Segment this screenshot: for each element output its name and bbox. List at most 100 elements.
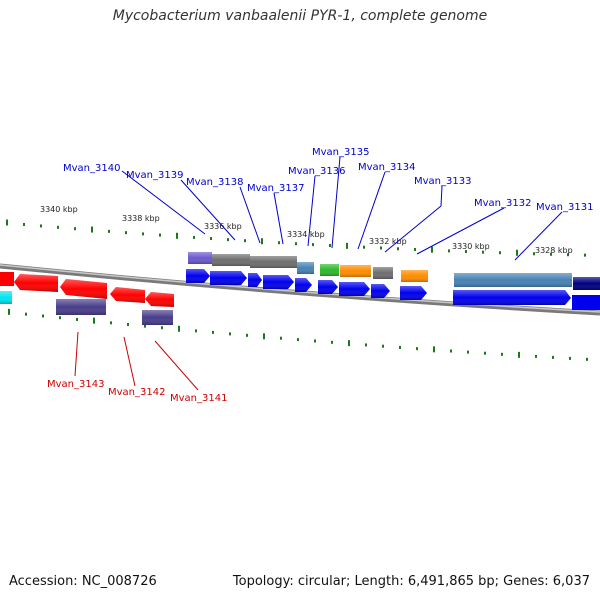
- minor-tick: [382, 344, 384, 348]
- minor-tick: [314, 339, 316, 343]
- minor-tick: [484, 351, 486, 355]
- gene-label-mvan-3132[interactable]: Mvan_3132: [474, 198, 531, 209]
- major-tick: [431, 246, 433, 253]
- minor-tick: [535, 354, 537, 358]
- minor-tick: [569, 356, 571, 360]
- major-tick: [176, 232, 178, 239]
- gene-label-mvan-3138[interactable]: Mvan_3138: [186, 177, 243, 188]
- gene-label-mvan-3131[interactable]: Mvan_3131: [536, 202, 593, 213]
- minor-tick: [414, 248, 416, 252]
- minor-tick: [363, 245, 365, 249]
- minor-tick: [567, 253, 569, 257]
- minor-tick: [57, 225, 59, 229]
- minor-tick: [482, 250, 484, 254]
- minor-tick: [416, 347, 418, 351]
- accession-text: Accession: NC_008726: [9, 574, 157, 589]
- minor-tick: [23, 222, 25, 226]
- major-tick: [433, 346, 435, 353]
- major-tick: [516, 249, 518, 256]
- kbp-label-3338: 3338 kbp: [122, 214, 160, 223]
- minor-tick: [227, 238, 229, 242]
- major-tick: [261, 238, 263, 245]
- minor-tick: [42, 314, 44, 318]
- gene-label-mvan-3142[interactable]: Mvan_3142: [108, 387, 165, 398]
- minor-tick: [312, 243, 314, 247]
- minor-tick: [448, 249, 450, 253]
- major-tick: [8, 308, 10, 315]
- minor-tick: [550, 252, 552, 256]
- minor-tick: [365, 343, 367, 347]
- minor-tick: [586, 357, 588, 361]
- minor-tick: [193, 235, 195, 239]
- gene-label-mvan-3136[interactable]: Mvan_3136: [288, 166, 345, 177]
- minor-tick: [40, 224, 42, 228]
- minor-tick: [297, 338, 299, 342]
- minor-tick: [380, 246, 382, 250]
- minor-tick: [552, 355, 554, 359]
- minor-tick: [210, 237, 212, 241]
- gene-arrow-forward[interactable]: [572, 295, 600, 310]
- gene-label-mvan-3140[interactable]: Mvan_3140: [63, 163, 120, 174]
- minor-tick: [278, 241, 280, 245]
- outer-tick-row: [6, 219, 586, 257]
- minor-tick: [127, 322, 129, 326]
- map-title: Mycobacterium vanbaalenii PYR-1, complet…: [112, 8, 488, 24]
- minor-tick: [295, 242, 297, 246]
- gene-arrow-reverse[interactable]: [0, 272, 14, 286]
- major-tick: [346, 242, 348, 249]
- minor-tick: [212, 330, 214, 334]
- minor-tick: [76, 317, 78, 321]
- gene-label-mvan-3133[interactable]: Mvan_3133: [414, 176, 471, 187]
- reverse-label-leaders: [74, 331, 199, 391]
- gene-label-mvan-3139[interactable]: Mvan_3139: [126, 170, 183, 181]
- major-tick: [263, 333, 265, 340]
- gene-label-mvan-3137[interactable]: Mvan_3137: [247, 183, 304, 194]
- minor-tick: [450, 349, 452, 353]
- minor-tick: [108, 229, 110, 233]
- gene-label-mvan-3141[interactable]: Mvan_3141: [170, 393, 227, 404]
- gene-label-mvan-3135[interactable]: Mvan_3135: [312, 147, 369, 158]
- kbp-label-3330: 3330 kbp: [452, 242, 490, 251]
- gene-label-mvan-3134[interactable]: Mvan_3134: [358, 162, 415, 173]
- minor-tick: [74, 227, 76, 231]
- minor-tick: [331, 340, 333, 344]
- inner-tick-row: [8, 308, 588, 361]
- minor-tick: [465, 250, 467, 254]
- minor-tick: [142, 232, 144, 236]
- minor-tick: [397, 247, 399, 251]
- minor-tick: [125, 231, 127, 235]
- major-tick: [91, 226, 93, 233]
- minor-tick: [244, 239, 246, 243]
- feature-track-upper: [188, 252, 600, 290]
- major-tick: [518, 351, 520, 358]
- minor-tick: [144, 324, 146, 328]
- minor-tick: [399, 345, 401, 349]
- gene-label-mvan-3143[interactable]: Mvan_3143: [47, 379, 104, 390]
- reverse-gene-arrows: [0, 272, 174, 325]
- minor-tick: [195, 329, 197, 333]
- minor-tick: [329, 243, 331, 247]
- kbp-label-3328: 3328 kbp: [535, 246, 573, 255]
- minor-tick: [110, 321, 112, 325]
- minor-tick: [246, 333, 248, 337]
- minor-tick: [533, 252, 535, 256]
- genome-summary-text: Topology: circular; Length: 6,491,865 bp…: [232, 574, 590, 589]
- minor-tick: [280, 336, 282, 340]
- major-tick: [348, 340, 350, 347]
- kbp-label-3340: 3340 kbp: [40, 205, 78, 214]
- forward-gene-arrows: [186, 269, 600, 310]
- minor-tick: [159, 233, 161, 237]
- forward-label-leaders: [121, 156, 563, 261]
- minor-tick: [499, 251, 501, 255]
- minor-tick: [467, 350, 469, 354]
- minor-tick: [501, 352, 503, 356]
- major-tick: [93, 317, 95, 324]
- minor-tick: [584, 253, 586, 257]
- minor-tick: [25, 312, 27, 316]
- major-tick: [6, 219, 8, 226]
- kbp-label-3332: 3332 kbp: [369, 237, 407, 246]
- genome-backbone: [0, 263, 600, 316]
- major-tick: [178, 325, 180, 332]
- minor-tick: [59, 316, 61, 320]
